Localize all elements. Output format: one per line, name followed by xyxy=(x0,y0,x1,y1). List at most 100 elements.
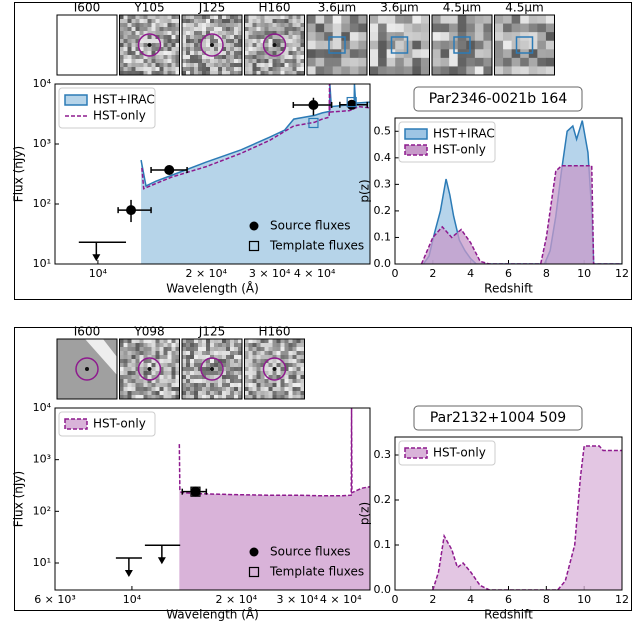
cutout-pixel xyxy=(292,395,297,400)
cutout-pixel xyxy=(268,55,273,60)
cutout-pixel xyxy=(284,367,289,372)
cutout-pixel xyxy=(206,23,211,28)
cutout-pixel xyxy=(238,31,243,36)
cutout-pixel xyxy=(230,43,235,48)
cutout-pixel xyxy=(494,49,504,59)
cutout-pixel xyxy=(143,63,148,68)
cutout-pixel xyxy=(155,351,160,356)
cutout-pixel xyxy=(412,32,422,42)
cutout-pixel xyxy=(210,395,215,400)
cutout-pixel xyxy=(163,379,168,384)
cutout-pixel xyxy=(186,19,191,24)
cutout-pixel xyxy=(186,391,191,396)
cutout-pixel xyxy=(545,32,555,42)
y-tick-label: 0.1 xyxy=(374,538,392,551)
cutout-pixel xyxy=(155,371,160,376)
cutout-pixel xyxy=(537,57,547,67)
cutout-pixel xyxy=(175,359,180,364)
cutout-pixel xyxy=(131,383,136,388)
cutout-pixel xyxy=(280,395,285,400)
cutout-pixel xyxy=(292,343,297,348)
y-tick-label: 0.0 xyxy=(374,257,392,270)
cutout-pixel xyxy=(537,32,547,42)
cutout-pixel xyxy=(155,55,160,60)
cutout-pixel xyxy=(230,55,235,60)
cutout-pixel xyxy=(272,31,277,36)
cutout-pixel xyxy=(175,375,180,380)
cutout-pixel xyxy=(143,31,148,36)
cutout-pixel xyxy=(537,49,547,59)
cutout-pixel xyxy=(226,347,231,352)
cutout-pixel xyxy=(324,15,334,24)
cutout-pixel xyxy=(260,339,265,344)
cutout-pixel xyxy=(300,47,305,52)
cutout-pixel xyxy=(268,371,273,376)
cutout-pixel xyxy=(252,359,257,364)
cutout-pixel xyxy=(252,67,257,72)
cutout-pixel xyxy=(147,47,152,52)
cutout-pixel xyxy=(234,379,239,384)
cutout-pixel xyxy=(135,35,140,40)
cutout-pixel xyxy=(226,47,231,52)
cutout-pixel xyxy=(139,347,144,352)
cutout-pixel xyxy=(268,71,273,76)
cutout-pixel xyxy=(457,57,467,67)
cutout-pixel xyxy=(369,66,379,76)
cutout-pixel xyxy=(131,31,136,36)
cutout-pixel xyxy=(163,71,168,76)
cutout-pixel xyxy=(198,27,203,32)
cutout-pixel xyxy=(296,375,301,380)
cutout-pixel xyxy=(332,66,342,76)
cutout-pixel xyxy=(252,355,257,360)
cutout-pixel xyxy=(214,67,219,72)
cutout-pixel xyxy=(288,383,293,388)
cutout-pixel xyxy=(131,371,136,376)
x-tick-label: 6 xyxy=(505,593,512,606)
x-axis-label: Wavelength (Å) xyxy=(166,607,259,622)
cutout-pixel xyxy=(276,359,281,364)
cutout-pixel xyxy=(288,391,293,396)
cutout-pixel xyxy=(276,23,281,28)
cutout-image xyxy=(181,338,243,400)
cutout-pixel xyxy=(143,375,148,380)
cutout-pixel xyxy=(190,15,195,20)
cutout-pixel xyxy=(276,351,281,356)
cutout-pixel xyxy=(163,383,168,388)
cutout-pixel xyxy=(234,55,239,60)
cutout-pixel xyxy=(135,51,140,56)
cutout-pixel xyxy=(147,55,152,60)
cutout-pixel xyxy=(296,43,301,48)
cutout-pixel xyxy=(198,63,203,68)
cutout-pixel xyxy=(171,383,176,388)
cutout-pixel xyxy=(210,339,215,344)
cutout-pixel xyxy=(182,387,187,392)
cutout-pixel xyxy=(123,43,128,48)
cutout-pixel xyxy=(300,35,305,40)
cutout-pixel xyxy=(276,379,281,384)
cutout-pixel xyxy=(202,339,207,344)
cutout-pixel xyxy=(296,23,301,28)
source-flux xyxy=(346,99,357,110)
cutout-pixel xyxy=(226,359,231,364)
cutout-pixel xyxy=(159,63,164,68)
cutout-pixel xyxy=(234,339,239,344)
cutout-pixel xyxy=(260,43,265,48)
cutout-pixel xyxy=(288,67,293,72)
cutout-pixel xyxy=(210,63,215,68)
legend-swatch xyxy=(64,418,88,430)
cutout-pixel xyxy=(194,55,199,60)
cutout-pixel xyxy=(167,379,172,384)
cutout-pixel xyxy=(175,59,180,64)
cutout-pixel xyxy=(449,57,459,67)
cutout-pixel xyxy=(139,55,144,60)
cutout-pixel xyxy=(214,31,219,36)
cutout-pixel xyxy=(244,35,249,40)
cutout-pixel xyxy=(272,383,277,388)
cutout-pixel xyxy=(264,387,269,392)
cutout-pixel xyxy=(190,359,195,364)
cutout-pixel xyxy=(222,371,227,376)
cutout-pixel xyxy=(206,347,211,352)
cutout-pixel xyxy=(202,15,207,20)
cutout-pixel xyxy=(288,63,293,68)
cutout-pixel xyxy=(395,15,405,24)
